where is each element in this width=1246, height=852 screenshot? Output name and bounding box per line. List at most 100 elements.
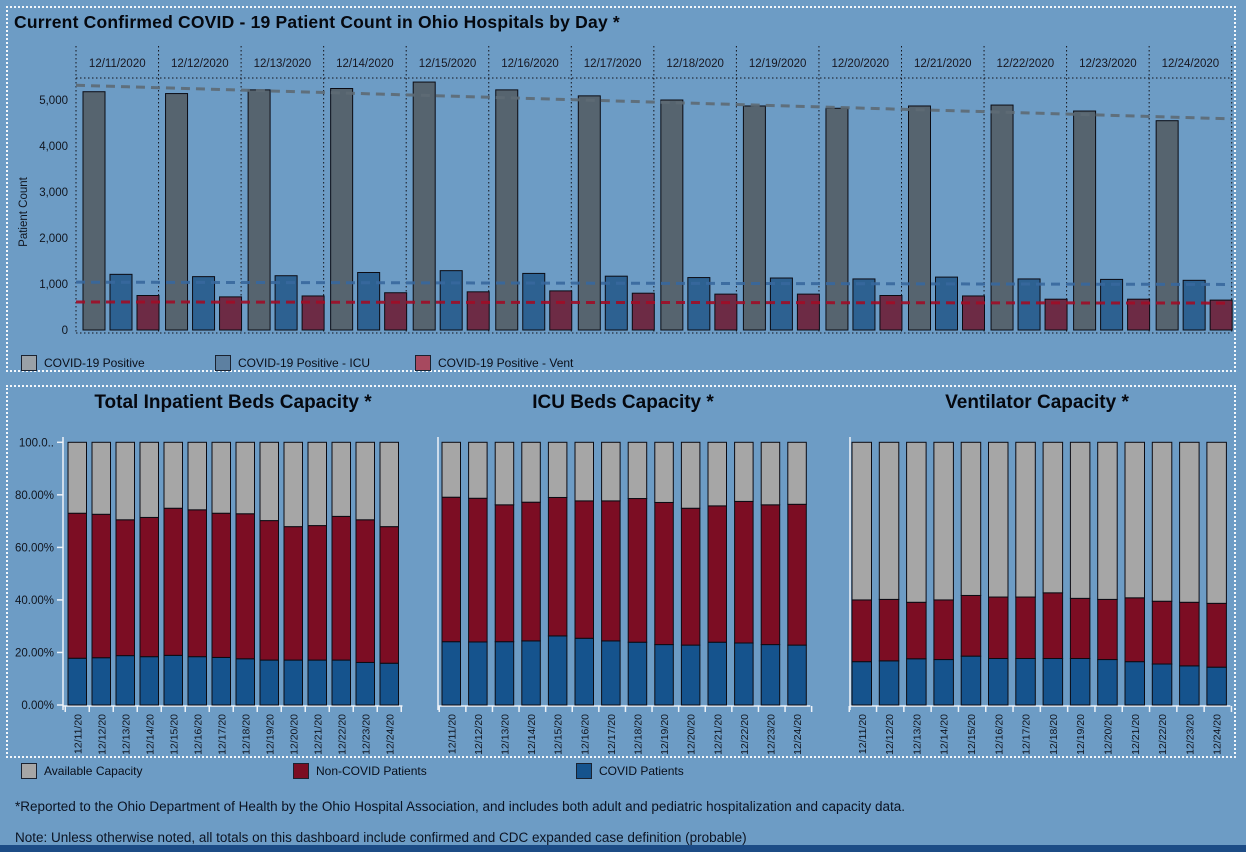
bar-available-capacity[interactable] xyxy=(906,441,927,603)
legend-item-covid-positive[interactable]: COVID-19 Positive xyxy=(21,355,145,371)
bar-non-covid-patients[interactable] xyxy=(211,512,231,658)
bar-non-covid-patients[interactable] xyxy=(574,500,594,639)
bar-covid-patients[interactable] xyxy=(760,644,781,706)
bar-non-covid-patients[interactable] xyxy=(654,501,674,646)
bar-available-capacity[interactable] xyxy=(468,441,488,499)
bar-covid-19-positive-vent[interactable] xyxy=(796,293,820,331)
bar-covid-19-positive-vent[interactable] xyxy=(466,291,490,331)
bar-available-capacity[interactable] xyxy=(235,441,255,515)
bar-covid-patients[interactable] xyxy=(906,658,927,706)
bar-covid-patients[interactable] xyxy=(307,659,327,706)
bar-available-capacity[interactable] xyxy=(259,441,279,522)
bar-covid-19-positive-icu[interactable] xyxy=(852,278,876,331)
bar-covid-patients[interactable] xyxy=(878,660,900,706)
bar-non-covid-patients[interactable] xyxy=(468,497,488,643)
bar-covid-19-positive-vent[interactable] xyxy=(384,292,408,331)
bar-covid-patients[interactable] xyxy=(680,644,701,706)
bar-available-capacity[interactable] xyxy=(379,441,399,528)
bar-non-covid-patients[interactable] xyxy=(283,526,303,661)
bar-non-covid-patients[interactable] xyxy=(680,507,701,646)
bar-non-covid-patients[interactable] xyxy=(163,507,183,656)
bar-non-covid-patients[interactable] xyxy=(331,515,351,661)
bar-available-capacity[interactable] xyxy=(547,441,568,498)
bar-covid-patients[interactable] xyxy=(734,642,754,706)
bar-covid-19-positive-vent[interactable] xyxy=(1044,298,1068,331)
bar-covid-patients[interactable] xyxy=(235,658,255,706)
bar-covid-19-positive-vent[interactable] xyxy=(1127,298,1151,331)
bar-covid-patients[interactable] xyxy=(1206,666,1227,706)
bar-covid-19-positive[interactable] xyxy=(330,88,354,331)
bar-available-capacity[interactable] xyxy=(355,441,375,521)
bar-covid-19-positive[interactable] xyxy=(990,104,1014,331)
bar-non-covid-patients[interactable] xyxy=(933,599,954,661)
bar-available-capacity[interactable] xyxy=(1206,441,1227,604)
bar-non-covid-patients[interactable] xyxy=(734,500,754,644)
bar-covid-patients[interactable] xyxy=(988,658,1009,706)
bar-covid-patients[interactable] xyxy=(331,659,351,706)
bar-available-capacity[interactable] xyxy=(960,441,982,596)
bar-covid-patients[interactable] xyxy=(67,657,87,706)
bar-covid-patients[interactable] xyxy=(494,641,515,706)
bar-covid-19-positive-icu[interactable] xyxy=(1100,278,1124,331)
bar-covid-patients[interactable] xyxy=(1042,658,1064,706)
legend-item-noncovid-patients[interactable]: Non-COVID Patients xyxy=(293,763,427,779)
bar-covid-patients[interactable] xyxy=(187,656,207,706)
bar-non-covid-patients[interactable] xyxy=(988,596,1009,660)
bar-non-covid-patients[interactable] xyxy=(851,599,872,663)
bar-covid-19-positive-vent[interactable] xyxy=(714,293,738,331)
bar-available-capacity[interactable] xyxy=(760,441,781,506)
bar-covid-patients[interactable] xyxy=(1015,658,1036,706)
legend-item-covid-patients[interactable]: COVID Patients xyxy=(576,763,684,779)
bar-available-capacity[interactable] xyxy=(680,441,701,509)
bar-covid-patients[interactable] xyxy=(283,659,303,706)
bar-available-capacity[interactable] xyxy=(1151,441,1173,602)
bar-covid-patients[interactable] xyxy=(1124,661,1145,706)
bar-covid-patients[interactable] xyxy=(355,661,375,706)
bar-covid-19-positive-icu[interactable] xyxy=(439,270,463,331)
bar-covid-patients[interactable] xyxy=(574,637,594,706)
bar-covid-patients[interactable] xyxy=(1097,659,1118,706)
bar-covid-19-positive-vent[interactable] xyxy=(219,296,243,331)
bar-covid-patients[interactable] xyxy=(441,641,461,706)
bar-available-capacity[interactable] xyxy=(627,441,648,500)
bar-covid-patients[interactable] xyxy=(627,641,648,706)
bar-non-covid-patients[interactable] xyxy=(878,598,900,662)
bar-non-covid-patients[interactable] xyxy=(67,512,87,659)
bar-non-covid-patients[interactable] xyxy=(379,526,399,664)
bar-non-covid-patients[interactable] xyxy=(521,501,541,642)
bar-covid-patients[interactable] xyxy=(851,661,872,706)
bar-available-capacity[interactable] xyxy=(1124,441,1145,599)
bar-available-capacity[interactable] xyxy=(1015,441,1036,598)
bar-covid-19-positive[interactable] xyxy=(247,89,271,331)
bar-covid-patients[interactable] xyxy=(960,655,982,706)
bar-non-covid-patients[interactable] xyxy=(601,500,621,642)
bar-covid-patients[interactable] xyxy=(379,662,399,706)
legend-item-covid-icu[interactable]: COVID-19 Positive - ICU xyxy=(215,355,370,371)
bar-available-capacity[interactable] xyxy=(988,441,1009,598)
bar-non-covid-patients[interactable] xyxy=(627,498,648,643)
bar-available-capacity[interactable] xyxy=(851,441,872,601)
bar-available-capacity[interactable] xyxy=(139,441,159,518)
bar-available-capacity[interactable] xyxy=(654,441,674,503)
bar-non-covid-patients[interactable] xyxy=(307,525,327,661)
bar-covid-19-positive[interactable] xyxy=(82,91,106,331)
bar-covid-patients[interactable] xyxy=(163,654,183,706)
bar-available-capacity[interactable] xyxy=(307,441,327,527)
bar-covid-19-positive-vent[interactable] xyxy=(1209,299,1233,331)
bar-covid-19-positive[interactable] xyxy=(1155,120,1179,331)
bar-non-covid-patients[interactable] xyxy=(760,504,781,646)
bar-available-capacity[interactable] xyxy=(707,441,727,507)
bar-non-covid-patients[interactable] xyxy=(1124,597,1145,663)
bar-covid-patients[interactable] xyxy=(521,640,541,706)
bar-covid-19-positive-vent[interactable] xyxy=(549,290,573,331)
bar-available-capacity[interactable] xyxy=(187,441,207,511)
bar-covid-19-positive[interactable] xyxy=(1073,110,1097,331)
bar-covid-patients[interactable] xyxy=(707,641,727,706)
bar-non-covid-patients[interactable] xyxy=(441,496,461,643)
bar-covid-patients[interactable] xyxy=(601,640,621,706)
legend-item-available-capacity[interactable]: Available Capacity xyxy=(21,763,143,779)
bar-covid-19-positive-vent[interactable] xyxy=(962,295,985,331)
bar-covid-patients[interactable] xyxy=(115,655,135,706)
bar-non-covid-patients[interactable] xyxy=(1042,592,1064,660)
bar-available-capacity[interactable] xyxy=(331,441,351,517)
